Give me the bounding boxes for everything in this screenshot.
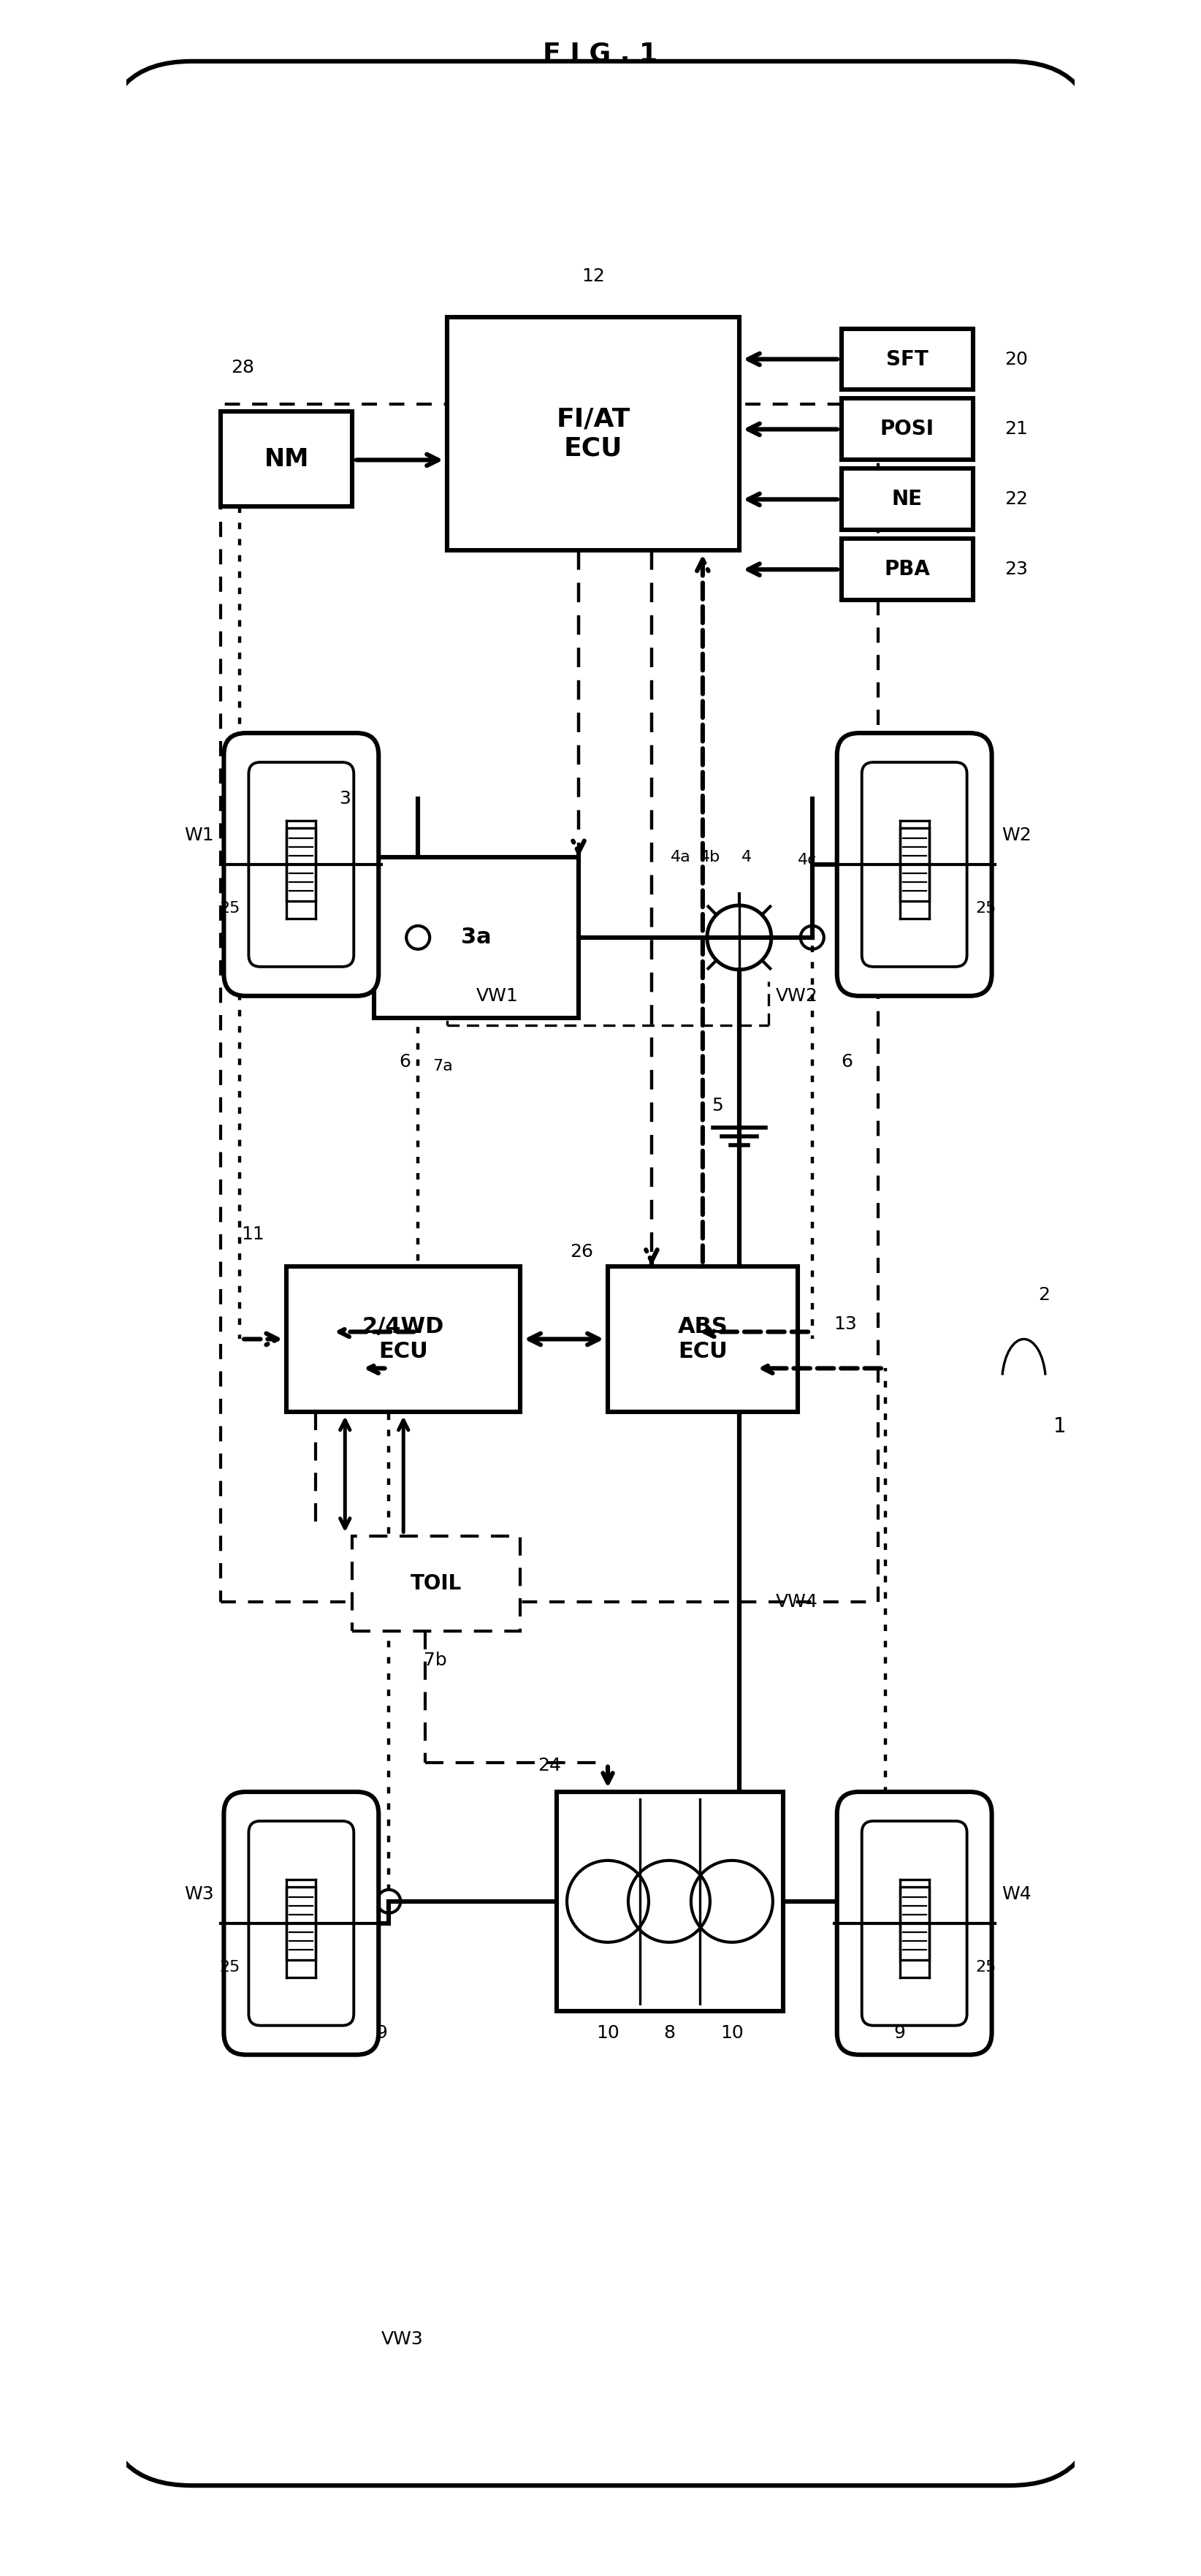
Bar <box>375 858 579 1018</box>
Text: 23: 23 <box>1005 562 1028 577</box>
Text: 9: 9 <box>894 2025 906 2043</box>
Text: 22: 22 <box>1005 489 1028 507</box>
Text: 4a: 4a <box>670 850 691 866</box>
FancyBboxPatch shape <box>862 762 967 966</box>
Text: 13: 13 <box>833 1316 858 1334</box>
Bar <box>842 469 973 531</box>
Text: 24: 24 <box>538 1757 561 1775</box>
Bar <box>842 538 973 600</box>
Text: 9: 9 <box>376 2025 387 2043</box>
Text: 3: 3 <box>339 791 351 806</box>
Text: 8: 8 <box>663 2025 675 2043</box>
Bar <box>900 827 930 902</box>
Text: VW1: VW1 <box>477 987 519 1005</box>
Text: W3: W3 <box>184 1886 214 1904</box>
Text: 4b: 4b <box>700 850 721 866</box>
Bar <box>842 399 973 461</box>
Bar <box>287 1886 316 1960</box>
Bar <box>352 1535 520 1631</box>
Text: W2: W2 <box>1002 827 1032 845</box>
Text: TOIL: TOIL <box>411 1574 462 1595</box>
Bar <box>900 1886 930 1960</box>
Text: 2: 2 <box>1039 1285 1050 1303</box>
FancyBboxPatch shape <box>223 1793 378 2056</box>
FancyBboxPatch shape <box>837 734 992 997</box>
Text: POSI: POSI <box>880 420 934 440</box>
Text: 3a: 3a <box>461 927 491 948</box>
FancyBboxPatch shape <box>862 1821 967 2025</box>
Text: 7b: 7b <box>424 1651 447 1669</box>
Text: 21: 21 <box>1005 420 1028 438</box>
Text: 25: 25 <box>219 902 240 914</box>
Text: 5: 5 <box>711 1097 723 1115</box>
Text: NE: NE <box>891 489 922 510</box>
Bar <box>842 330 973 389</box>
Text: 11: 11 <box>241 1226 264 1242</box>
Text: 25: 25 <box>975 902 997 914</box>
Text: PBA: PBA <box>884 559 930 580</box>
Bar <box>557 1793 783 2012</box>
Text: NM: NM <box>264 448 309 471</box>
Text: 10: 10 <box>721 2025 743 2043</box>
Text: FI/AT
ECU: FI/AT ECU <box>556 407 631 461</box>
Text: 4c: 4c <box>797 853 817 868</box>
FancyBboxPatch shape <box>837 1793 992 2056</box>
Bar <box>221 404 878 1602</box>
Text: 6: 6 <box>399 1054 411 1072</box>
Text: 10: 10 <box>596 2025 620 2043</box>
Bar <box>608 1265 797 1412</box>
FancyBboxPatch shape <box>223 734 378 997</box>
Text: F I G . 1: F I G . 1 <box>543 41 658 67</box>
Text: 12: 12 <box>581 268 605 286</box>
Text: 7a: 7a <box>432 1059 453 1074</box>
Bar <box>287 1265 520 1412</box>
Text: 2/4WD
ECU: 2/4WD ECU <box>363 1316 444 1363</box>
Text: 6: 6 <box>842 1054 853 1072</box>
FancyBboxPatch shape <box>249 1821 354 2025</box>
Bar <box>287 827 316 902</box>
Text: 26: 26 <box>569 1242 593 1260</box>
Bar <box>221 412 352 507</box>
Bar <box>447 317 739 551</box>
Text: ABS
ECU: ABS ECU <box>677 1316 728 1363</box>
FancyBboxPatch shape <box>249 762 354 966</box>
Text: 20: 20 <box>1005 350 1028 368</box>
Text: W4: W4 <box>1002 1886 1032 1904</box>
Text: 25: 25 <box>219 1960 240 1973</box>
Text: VW2: VW2 <box>776 987 818 1005</box>
Text: VW3: VW3 <box>382 2331 424 2349</box>
Text: 4: 4 <box>741 850 752 866</box>
Text: VW4: VW4 <box>776 1592 818 1610</box>
Text: 1: 1 <box>1053 1417 1066 1437</box>
Text: SFT: SFT <box>886 348 928 368</box>
Text: W1: W1 <box>184 827 214 845</box>
Text: 28: 28 <box>231 358 255 376</box>
Text: 25: 25 <box>975 1960 997 1973</box>
